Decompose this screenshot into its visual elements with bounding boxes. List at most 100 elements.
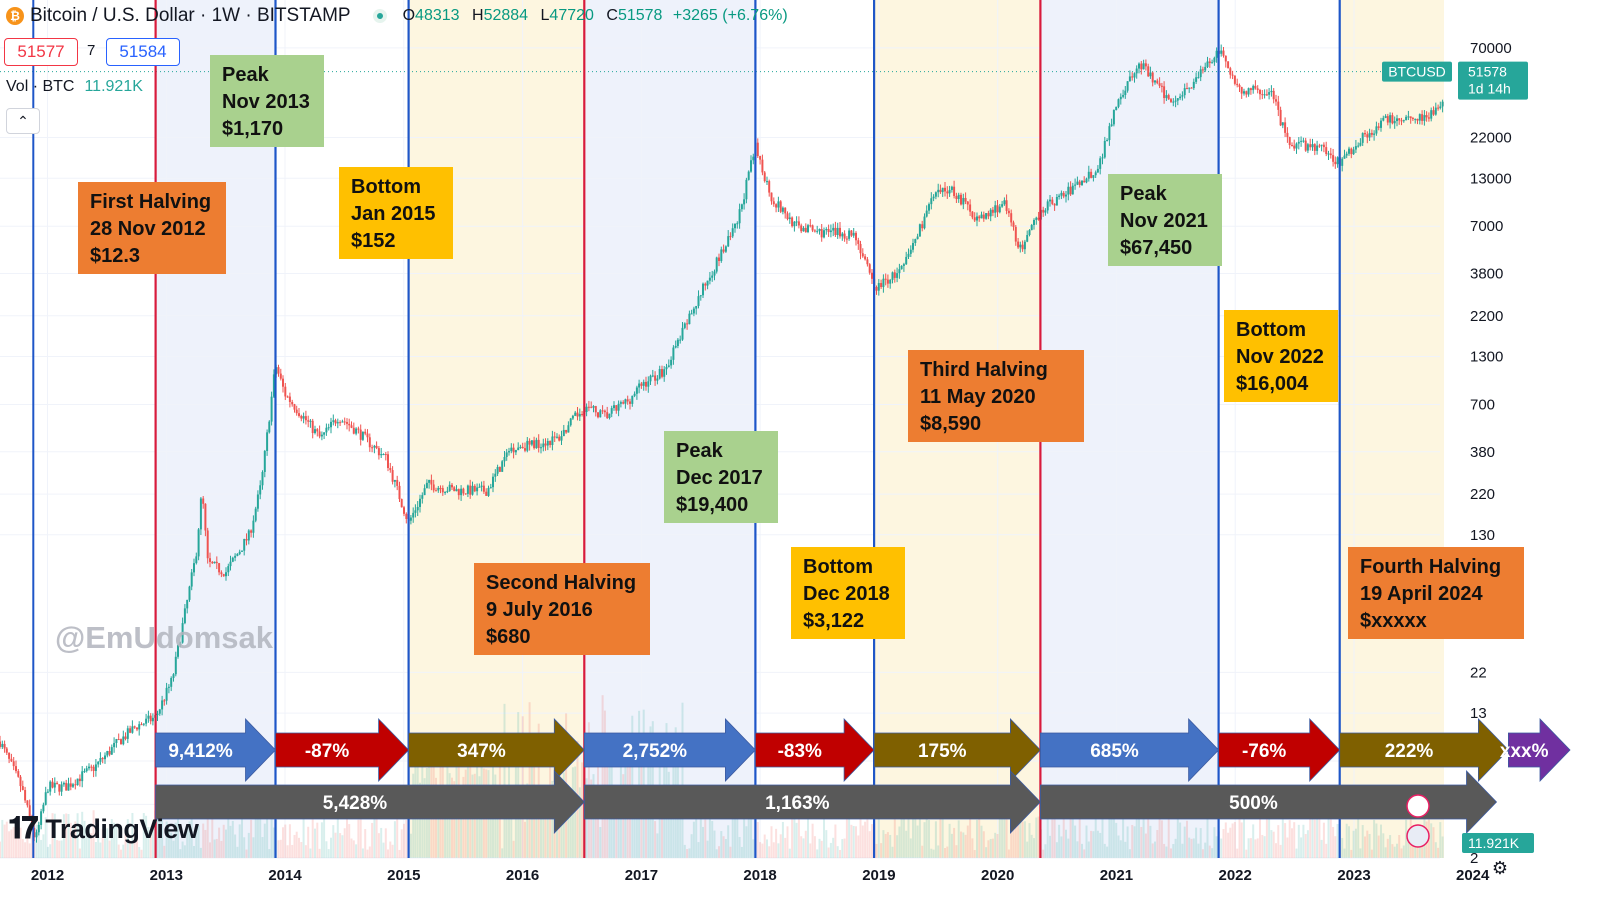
candle-body <box>446 490 449 492</box>
volume-bar <box>594 792 597 858</box>
volume-bar <box>334 832 337 858</box>
volume-bar <box>309 848 312 858</box>
event-box-label: Jan 2015 <box>351 203 436 225</box>
buy-button[interactable]: 51584 <box>106 38 180 66</box>
candle-body <box>453 487 456 492</box>
volume-bar <box>398 849 401 858</box>
candle-body <box>1240 87 1243 94</box>
candle-body <box>994 205 997 213</box>
candle-body <box>1366 134 1369 138</box>
event-box-label: Dec 2017 <box>676 467 763 489</box>
event-box-label: 28 Nov 2012 <box>90 218 206 240</box>
volume-bar <box>811 823 814 858</box>
candle-body <box>551 436 554 446</box>
candle-body <box>448 484 451 491</box>
volume-bar <box>325 841 328 858</box>
candle-body <box>288 396 291 402</box>
volume-bar <box>31 833 33 858</box>
candle-body <box>1199 69 1202 78</box>
candle-body <box>820 229 823 238</box>
candle-body <box>925 210 928 217</box>
candle-body <box>460 488 463 496</box>
candle-body <box>921 224 924 229</box>
volume-bar <box>65 813 68 858</box>
candle-body <box>859 243 862 254</box>
volume-bar <box>1128 849 1131 858</box>
candle-body <box>473 485 476 492</box>
candle-body <box>1186 88 1188 90</box>
volume-bar <box>21 839 24 858</box>
collapse-legend-button[interactable]: ⌃ <box>6 108 40 134</box>
volume-bar <box>1023 821 1026 858</box>
candle-body <box>562 429 565 437</box>
candle-body <box>136 727 138 730</box>
tradingview-logo[interactable]: 𝟏𝟕 TradingView <box>8 812 199 846</box>
candle-body <box>676 339 679 346</box>
cycle-arrow <box>1040 770 1498 834</box>
volume-bar <box>195 826 198 858</box>
candle-body <box>53 782 56 788</box>
candle-body <box>704 283 707 286</box>
candle-body <box>902 264 905 266</box>
candle-body <box>647 381 650 387</box>
candle-body <box>781 207 784 212</box>
candle-body <box>1300 140 1303 142</box>
volume-bar <box>352 840 355 858</box>
volume-bar <box>1384 847 1387 858</box>
candle-body <box>1357 145 1360 147</box>
symbol-title[interactable]: Bitcoin / U.S. Dollar · 1W · BITSTAMP <box>30 5 351 26</box>
volume-bar <box>841 839 844 858</box>
candle-body <box>227 566 230 573</box>
candle-body <box>1142 63 1145 70</box>
candle-body <box>960 194 962 205</box>
candle-body <box>72 784 74 787</box>
volume-bar <box>1327 814 1330 858</box>
candle-body <box>215 561 218 564</box>
candle-body <box>651 375 654 377</box>
candle-body <box>1384 116 1387 118</box>
volume-bar <box>151 824 154 858</box>
candle-body <box>455 489 458 492</box>
cycle-arrow <box>155 770 585 834</box>
candle-body <box>101 758 104 760</box>
volume-bar <box>1336 823 1339 858</box>
candle-body <box>654 375 657 381</box>
volume-bar <box>1005 811 1008 858</box>
candle-body <box>177 645 179 657</box>
candle-body <box>35 832 38 838</box>
candle-body <box>971 211 974 218</box>
volume-bar <box>1131 824 1134 858</box>
volume-bar <box>615 789 618 858</box>
candle-body <box>663 369 666 377</box>
phase-arrow-olive <box>1339 718 1509 782</box>
candle-body <box>686 323 689 325</box>
arrow-label: 347% <box>457 741 506 762</box>
candle-body <box>845 238 848 240</box>
sell-button[interactable]: 51577 <box>4 38 78 66</box>
volume-bar <box>26 836 29 858</box>
candle-body <box>512 447 515 453</box>
candle-body <box>375 445 378 449</box>
volume-bar <box>190 818 193 858</box>
volume-bar <box>1439 822 1442 858</box>
candle-body <box>1135 68 1138 74</box>
candle-body <box>1026 235 1029 242</box>
volume-bar <box>389 841 392 858</box>
candle-body <box>311 420 314 434</box>
candle-body <box>202 498 205 504</box>
candle-body <box>492 476 494 488</box>
candle-body <box>142 723 145 725</box>
candle-body <box>1049 199 1051 202</box>
volume-bar <box>1341 837 1344 858</box>
settings-gear-icon[interactable]: ⚙ <box>1491 857 1509 878</box>
volume-bar <box>948 823 951 858</box>
volume-bar <box>272 827 275 858</box>
symbol-header[interactable]: ₿ Bitcoin / U.S. Dollar · 1W · BITSTAMP … <box>6 4 788 28</box>
candle-body <box>1067 186 1070 195</box>
candle-body <box>3 743 6 749</box>
ohlc-values: O48313 H52884 L47720 C51578 +3265 (+6.76… <box>402 7 788 24</box>
volume-bar <box>133 825 136 858</box>
candle-body <box>688 313 691 325</box>
event-box-label: $19,400 <box>676 494 748 516</box>
